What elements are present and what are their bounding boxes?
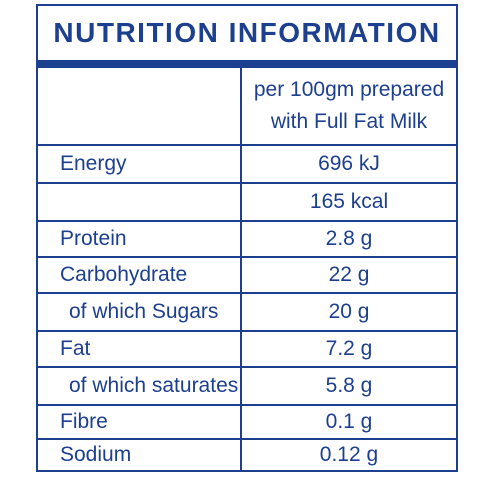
header-value-line2: with Full Fat Milk <box>270 110 428 133</box>
row-label: of which saturates <box>38 368 242 404</box>
header-value-cell: per 100gm prepared with Full Fat Milk <box>242 68 456 144</box>
row-value: 20 g <box>328 300 370 323</box>
nutrition-table: per 100gm prepared with Full Fat Milk En… <box>38 68 456 470</box>
table-row-fibre: Fibre 0.1 g <box>38 404 456 438</box>
table-row-saturates: of which saturates 5.8 g <box>38 366 456 404</box>
title-divider <box>38 60 456 68</box>
row-value: 0.12 g <box>319 443 379 466</box>
header-value-line1: per 100gm prepared <box>253 78 445 101</box>
row-label: Fat <box>38 332 242 366</box>
row-label: of which Sugars <box>38 294 242 330</box>
row-label: Sodium <box>38 440 242 470</box>
table-header-row: per 100gm prepared with Full Fat Milk <box>38 68 456 144</box>
panel-title: NUTRITION INFORMATION <box>53 17 441 48</box>
table-row-fat: Fat 7.2 g <box>38 330 456 366</box>
row-label: Carbohydrate <box>38 258 242 292</box>
table-row-carbohydrate: Carbohydrate 22 g <box>38 256 456 292</box>
row-label: Protein <box>38 222 242 256</box>
row-value: 22 g <box>328 263 370 286</box>
table-row-energy-kcal: 165 kcal <box>38 182 456 220</box>
header-label-cell <box>38 68 242 144</box>
row-value: 5.8 g <box>325 374 373 397</box>
row-value: 2.8 g <box>325 227 373 250</box>
row-label: Fibre <box>38 406 242 438</box>
row-value: 696 kJ <box>318 152 380 175</box>
table-row-energy-kj: Energy 696 kJ <box>38 144 456 182</box>
table-row-sugars: of which Sugars 20 g <box>38 292 456 330</box>
table-row-sodium: Sodium 0.12 g <box>38 438 456 470</box>
table-row-protein: Protein 2.8 g <box>38 220 456 256</box>
row-label: Energy <box>38 146 242 182</box>
nutrition-panel: NUTRITION INFORMATION per 100gm prepared… <box>36 4 458 472</box>
row-value: 0.1 g <box>325 410 373 433</box>
row-value: 165 kcal <box>309 190 389 213</box>
row-value: 7.2 g <box>325 337 373 360</box>
row-label <box>38 184 242 220</box>
